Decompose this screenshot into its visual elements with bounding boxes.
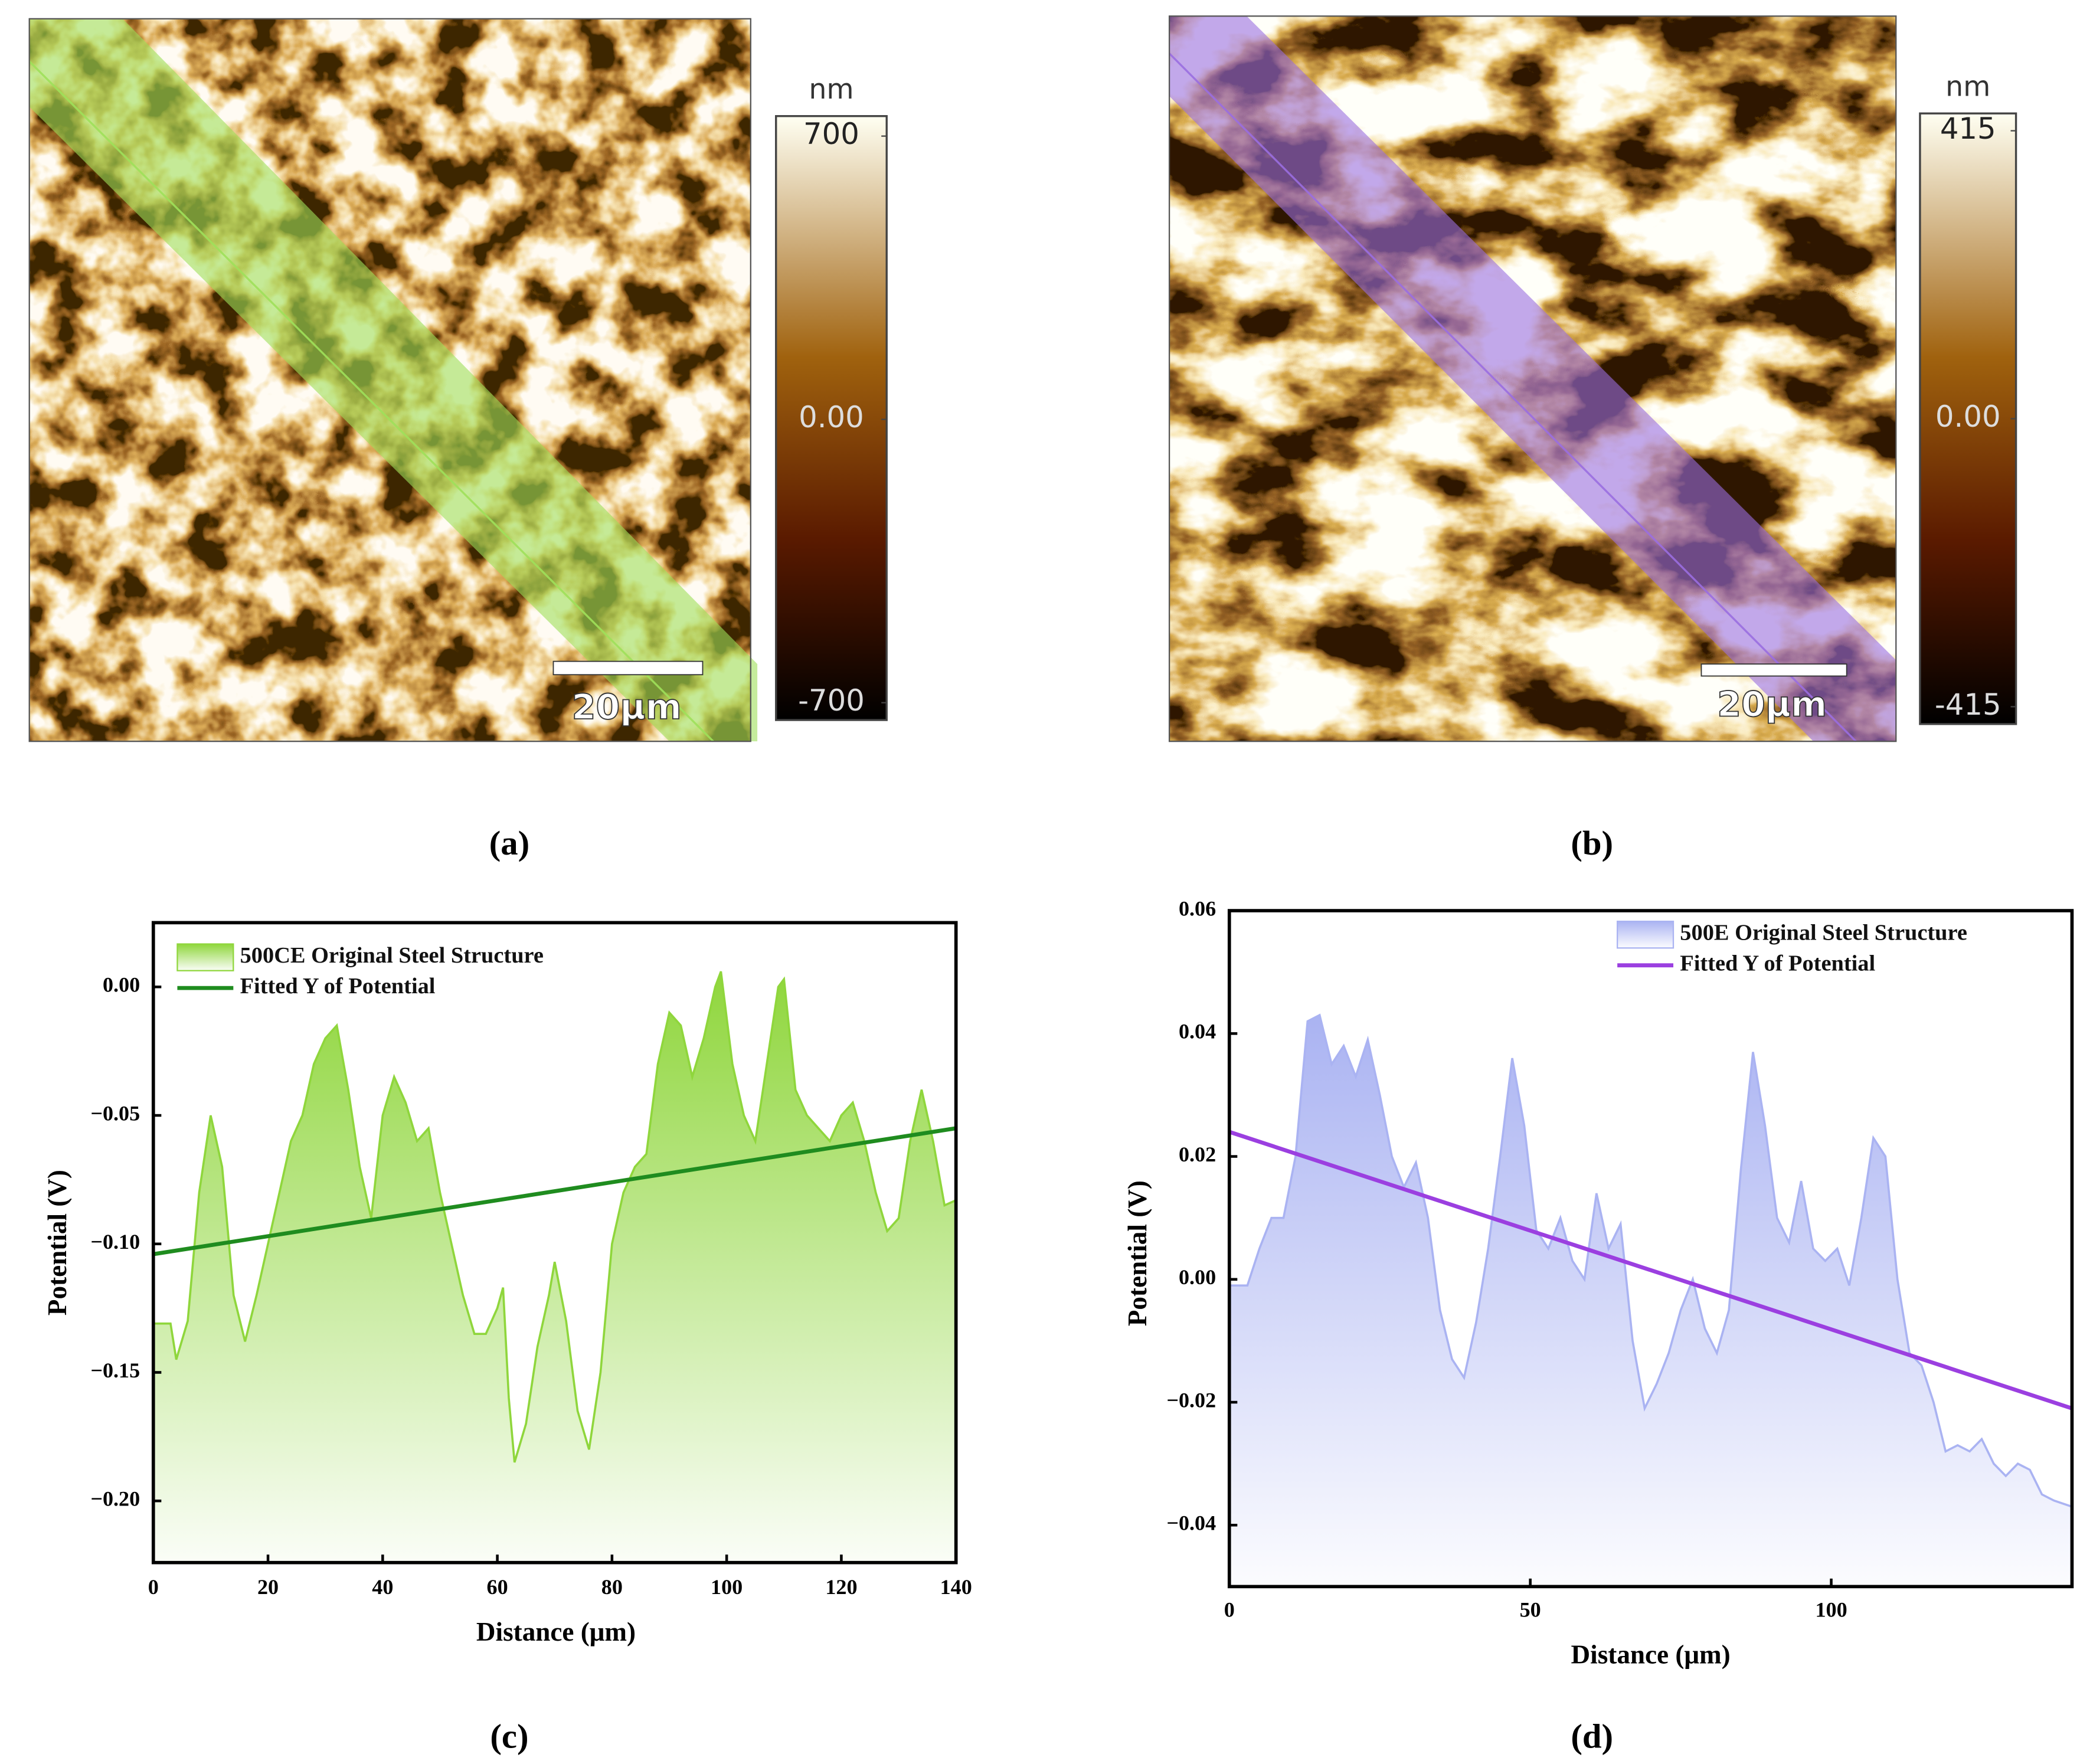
colorbar-tick-label: 0.00 <box>799 400 864 434</box>
legend-swatch <box>176 943 234 971</box>
y-axis-title: Potential (V) <box>42 1170 72 1315</box>
panel-label: (d) <box>1571 1717 1613 1756</box>
x-tick-label: 140 <box>940 1575 972 1599</box>
legend-swatch <box>1617 921 1675 949</box>
fit-line <box>1228 1130 2073 1410</box>
area-outline <box>1229 1013 2073 1508</box>
image-frame <box>28 18 751 742</box>
line-profile-band <box>1169 16 1896 742</box>
legend-label: Fitted Y of Potential <box>240 974 436 999</box>
colorbar-tick-label: -415 <box>1935 688 2001 722</box>
x-tick-label: 50 <box>1520 1598 1541 1622</box>
colorbar-tick-label: -700 <box>798 683 865 718</box>
y-tick-label: 0.00 <box>1179 1265 1216 1289</box>
y-tick-label: −0.10 <box>90 1230 140 1254</box>
area-fill <box>1229 1015 2072 1587</box>
y-tick-label: 0.00 <box>103 973 140 997</box>
x-tick-label: 40 <box>372 1575 393 1599</box>
y-tick-label: −0.05 <box>90 1101 140 1125</box>
panel-label: (c) <box>490 1717 528 1756</box>
x-tick-label: 0 <box>148 1575 159 1599</box>
x-tick-label: 20 <box>257 1575 279 1599</box>
x-tick-label: 80 <box>601 1575 623 1599</box>
x-tick-label: 120 <box>825 1575 857 1599</box>
y-tick-label: 0.06 <box>1179 896 1216 920</box>
colorbar <box>775 115 888 721</box>
line-profile <box>28 60 714 742</box>
colorbar-tick-label: 0.00 <box>1935 400 2001 434</box>
colorbar-unit: nm <box>809 73 853 106</box>
y-axis-title: Potential (V) <box>1123 1180 1152 1326</box>
image-frame <box>1168 15 1897 742</box>
scale-bar <box>552 660 704 676</box>
x-tick-label: 0 <box>1224 1598 1235 1622</box>
scale-bar-label: 20μm <box>1717 684 1827 725</box>
colorbar <box>1919 112 2017 725</box>
legend-label: Fitted Y of Potential <box>1680 951 1875 976</box>
y-tick-label: −0.04 <box>1166 1511 1216 1535</box>
y-tick-label: 0.04 <box>1179 1020 1216 1043</box>
x-tick-label: 100 <box>711 1575 743 1599</box>
colorbar-unit: nm <box>1945 70 1990 103</box>
x-axis-title: Distance (μm) <box>476 1617 636 1647</box>
line-profile-band <box>29 18 758 742</box>
x-axis-title: Distance (μm) <box>1571 1639 1731 1669</box>
line-profile <box>1168 53 1857 742</box>
area-outline <box>153 971 957 1463</box>
x-tick-label: 100 <box>1815 1598 1847 1622</box>
legend-label: 500E Original Steel Structure <box>1680 921 1967 945</box>
y-tick-label: −0.20 <box>90 1487 140 1510</box>
legend-label: 500CE Original Steel Structure <box>240 943 544 968</box>
colorbar-tick-label: 700 <box>803 117 859 151</box>
colorbar-tick-label: 415 <box>1940 112 1996 146</box>
y-tick-label: 0.02 <box>1179 1143 1216 1166</box>
y-tick-label: −0.02 <box>1166 1388 1216 1412</box>
x-tick-label: 60 <box>487 1575 508 1599</box>
plot-frame <box>1227 909 2074 1589</box>
scale-bar-label: 20μm <box>572 686 682 727</box>
panel-label: (a) <box>489 824 529 862</box>
y-tick-label: −0.15 <box>90 1359 140 1382</box>
panel-label: (b) <box>1571 824 1613 862</box>
fit-line <box>153 1126 957 1256</box>
scale-bar <box>1700 663 1847 677</box>
